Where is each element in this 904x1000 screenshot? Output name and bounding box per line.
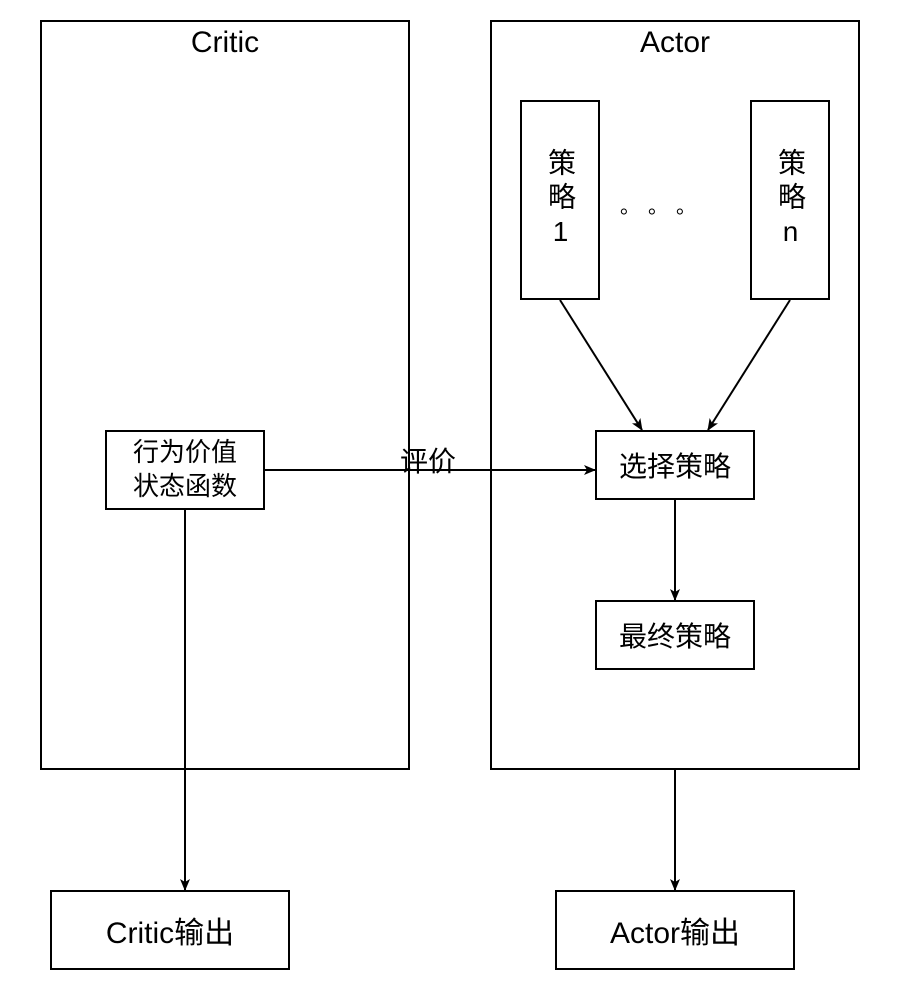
policy-n-box: 策略n [750, 100, 830, 300]
actor-title: Actor [492, 26, 858, 60]
value-function-line1: 行为价值 [133, 436, 237, 470]
critic-output-box: Critic输出 [50, 890, 290, 970]
final-policy-box: 最终策略 [595, 600, 755, 670]
diagram-canvas: Critic Actor 策略1 策略n 。。。 行为价值 状态函数 选择策略 … [0, 0, 904, 1000]
policy-1-label: 策略1 [540, 148, 580, 253]
critic-output-label: Critic输出 [106, 908, 234, 952]
select-policy-box: 选择策略 [595, 430, 755, 500]
policy-1-box: 策略1 [520, 100, 600, 300]
actor-output-label: Actor输出 [610, 908, 740, 952]
critic-title: Critic [42, 26, 408, 60]
policy-n-label: 策略n [770, 148, 810, 253]
value-function-box: 行为价值 状态函数 [105, 430, 265, 510]
ellipsis-dots: 。。。 [620, 190, 714, 219]
select-policy-label: 选择策略 [619, 445, 731, 485]
actor-output-box: Actor输出 [555, 890, 795, 970]
value-function-line2: 状态函数 [133, 470, 237, 504]
evaluate-label: 评价 [400, 440, 456, 480]
final-policy-label: 最终策略 [619, 615, 731, 655]
critic-panel: Critic [40, 20, 410, 770]
